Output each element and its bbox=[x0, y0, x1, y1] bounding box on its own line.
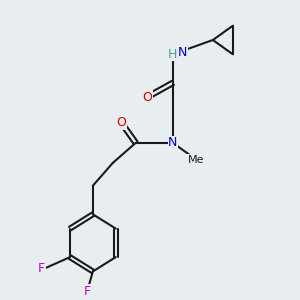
Text: F: F bbox=[84, 285, 91, 298]
Text: H: H bbox=[168, 48, 178, 61]
Text: N: N bbox=[178, 46, 188, 59]
Text: N: N bbox=[168, 136, 178, 149]
Text: O: O bbox=[116, 116, 126, 129]
Text: O: O bbox=[142, 91, 152, 103]
Text: Me: Me bbox=[188, 155, 204, 165]
Text: F: F bbox=[38, 262, 45, 275]
